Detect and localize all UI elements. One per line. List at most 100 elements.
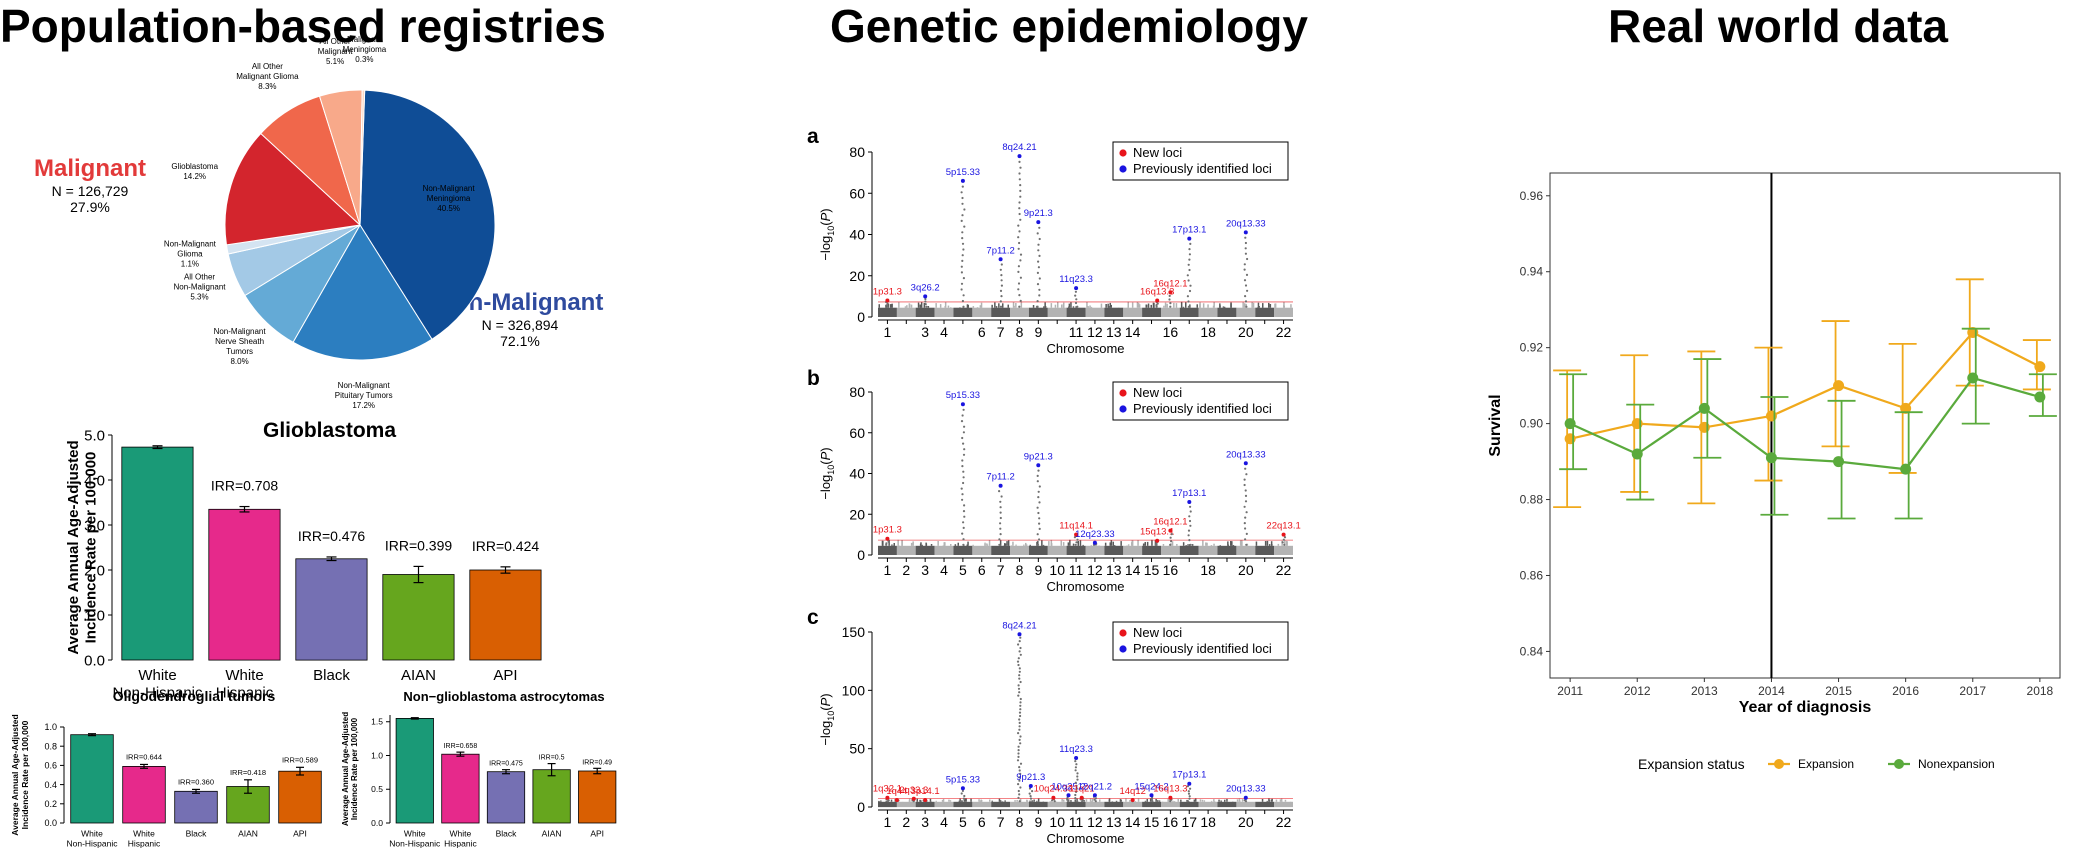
snp-spike (1146, 799, 1148, 802)
snp-point (1187, 792, 1191, 795)
category-label-line: Non-Hispanic (112, 684, 203, 701)
chromosome-band (1142, 545, 1161, 555)
category-label-line: White (133, 829, 155, 839)
y-axis-label-part: ) (818, 208, 833, 212)
peak-label: 17p13.1 (1172, 770, 1206, 781)
lead-snp-point (1130, 798, 1135, 802)
bar (532, 769, 571, 824)
chromosome-band (1085, 801, 1105, 808)
snp-point (1189, 524, 1192, 527)
snp-spike (980, 302, 983, 308)
snp-spike (1077, 541, 1079, 546)
lead-snp-point (1187, 500, 1192, 504)
snp-point (1017, 752, 1020, 755)
pie-slice-label: Pituitary Tumors (335, 391, 393, 400)
x-tick-label: 12 (1087, 814, 1103, 830)
snp-spike (1176, 544, 1178, 546)
snp-spike (1042, 544, 1045, 546)
snp-spike (910, 304, 913, 308)
snp-point (1189, 505, 1192, 508)
snp-spike (1207, 304, 1209, 308)
y-tick-label: 0.0 (84, 652, 105, 669)
snp-spike (1285, 540, 1288, 546)
chromosome-band (1028, 545, 1048, 555)
snp-point (1017, 684, 1020, 687)
snp-point (1037, 496, 1040, 499)
snp-spike (995, 306, 998, 308)
x-tick-label: 22 (1276, 562, 1292, 578)
snp-point (1018, 201, 1021, 204)
snp-point (1019, 189, 1022, 192)
legend-marker (1894, 759, 1904, 769)
snp-point (1018, 728, 1021, 731)
snp-point (1244, 527, 1247, 530)
snp-point (962, 431, 965, 434)
category-label: White Non-Hispanic (389, 829, 441, 849)
snp-spike (991, 304, 993, 308)
snp-point (961, 242, 965, 245)
snp-point (1244, 516, 1247, 519)
snp-spike (930, 801, 932, 802)
snp-spike (904, 306, 907, 308)
series-point (1833, 456, 1845, 468)
y-axis-label: Average Annual Age-AdjustedIncidence Rat… (65, 440, 99, 654)
lead-snp-point (1028, 784, 1033, 788)
chromosome-band (1104, 545, 1124, 555)
snp-point (1189, 242, 1192, 245)
snp-point (1017, 663, 1020, 667)
y-axis-label-part: 10 (826, 711, 836, 721)
snp-spike (1182, 306, 1185, 308)
series-point (1631, 448, 1643, 460)
peak-label: 8q24.21 (1002, 142, 1036, 153)
snp-spike (910, 542, 913, 546)
snp-spike (1134, 801, 1137, 802)
snp-spike (999, 540, 1002, 546)
snp-spike (1151, 539, 1153, 546)
snp-point (1019, 646, 1022, 650)
snp-point (1169, 536, 1172, 539)
snp-spike (1136, 301, 1139, 308)
chromosome-band (972, 801, 992, 808)
snp-point (1037, 511, 1040, 515)
snp-point (961, 259, 964, 262)
snp-point (1170, 540, 1173, 543)
lead-snp-point (1092, 540, 1097, 545)
pie-slices (224, 89, 496, 361)
category-label-line: White (450, 829, 472, 839)
lead-snp-point (1281, 532, 1286, 537)
snp-spike (1110, 304, 1112, 308)
snp-spike (1280, 798, 1283, 802)
snp-spike (1149, 798, 1152, 802)
chromosome-band (1274, 545, 1293, 555)
snp-point (999, 511, 1002, 514)
chromosome-band (1161, 307, 1180, 317)
snp-point (1075, 790, 1078, 793)
snp-point (962, 526, 965, 529)
snp-point (962, 408, 965, 411)
y-axis-label: −log10(P) (818, 693, 836, 745)
lead-snp-point (1243, 795, 1248, 800)
legend-label: Previously identified loci (1133, 161, 1272, 176)
snp-spike (1268, 798, 1270, 802)
lead-snp-point (960, 178, 965, 183)
snp-point (1283, 543, 1286, 546)
x-tick-label: 10 (1049, 814, 1065, 830)
snp-point (1018, 721, 1021, 724)
snp-point (962, 510, 966, 513)
x-tick-label: 2016 (1892, 684, 1919, 698)
x-axis-label: Chromosome (1046, 831, 1124, 846)
snp-point (962, 797, 965, 800)
snp-point (1075, 787, 1078, 790)
irr-annotation: IRR=0.399 (385, 537, 453, 553)
snp-spike (1029, 800, 1031, 802)
x-tick-label: 17 (1181, 814, 1197, 830)
snp-point (961, 789, 964, 792)
snp-spike (920, 302, 923, 308)
snp-point (1074, 793, 1077, 797)
pie-slice-label: Meningioma (343, 45, 387, 54)
snp-point (1188, 515, 1191, 518)
series-point (1698, 402, 1710, 414)
snp-spike (927, 306, 930, 308)
snp-point (1246, 257, 1249, 261)
snp-spike (963, 799, 966, 802)
